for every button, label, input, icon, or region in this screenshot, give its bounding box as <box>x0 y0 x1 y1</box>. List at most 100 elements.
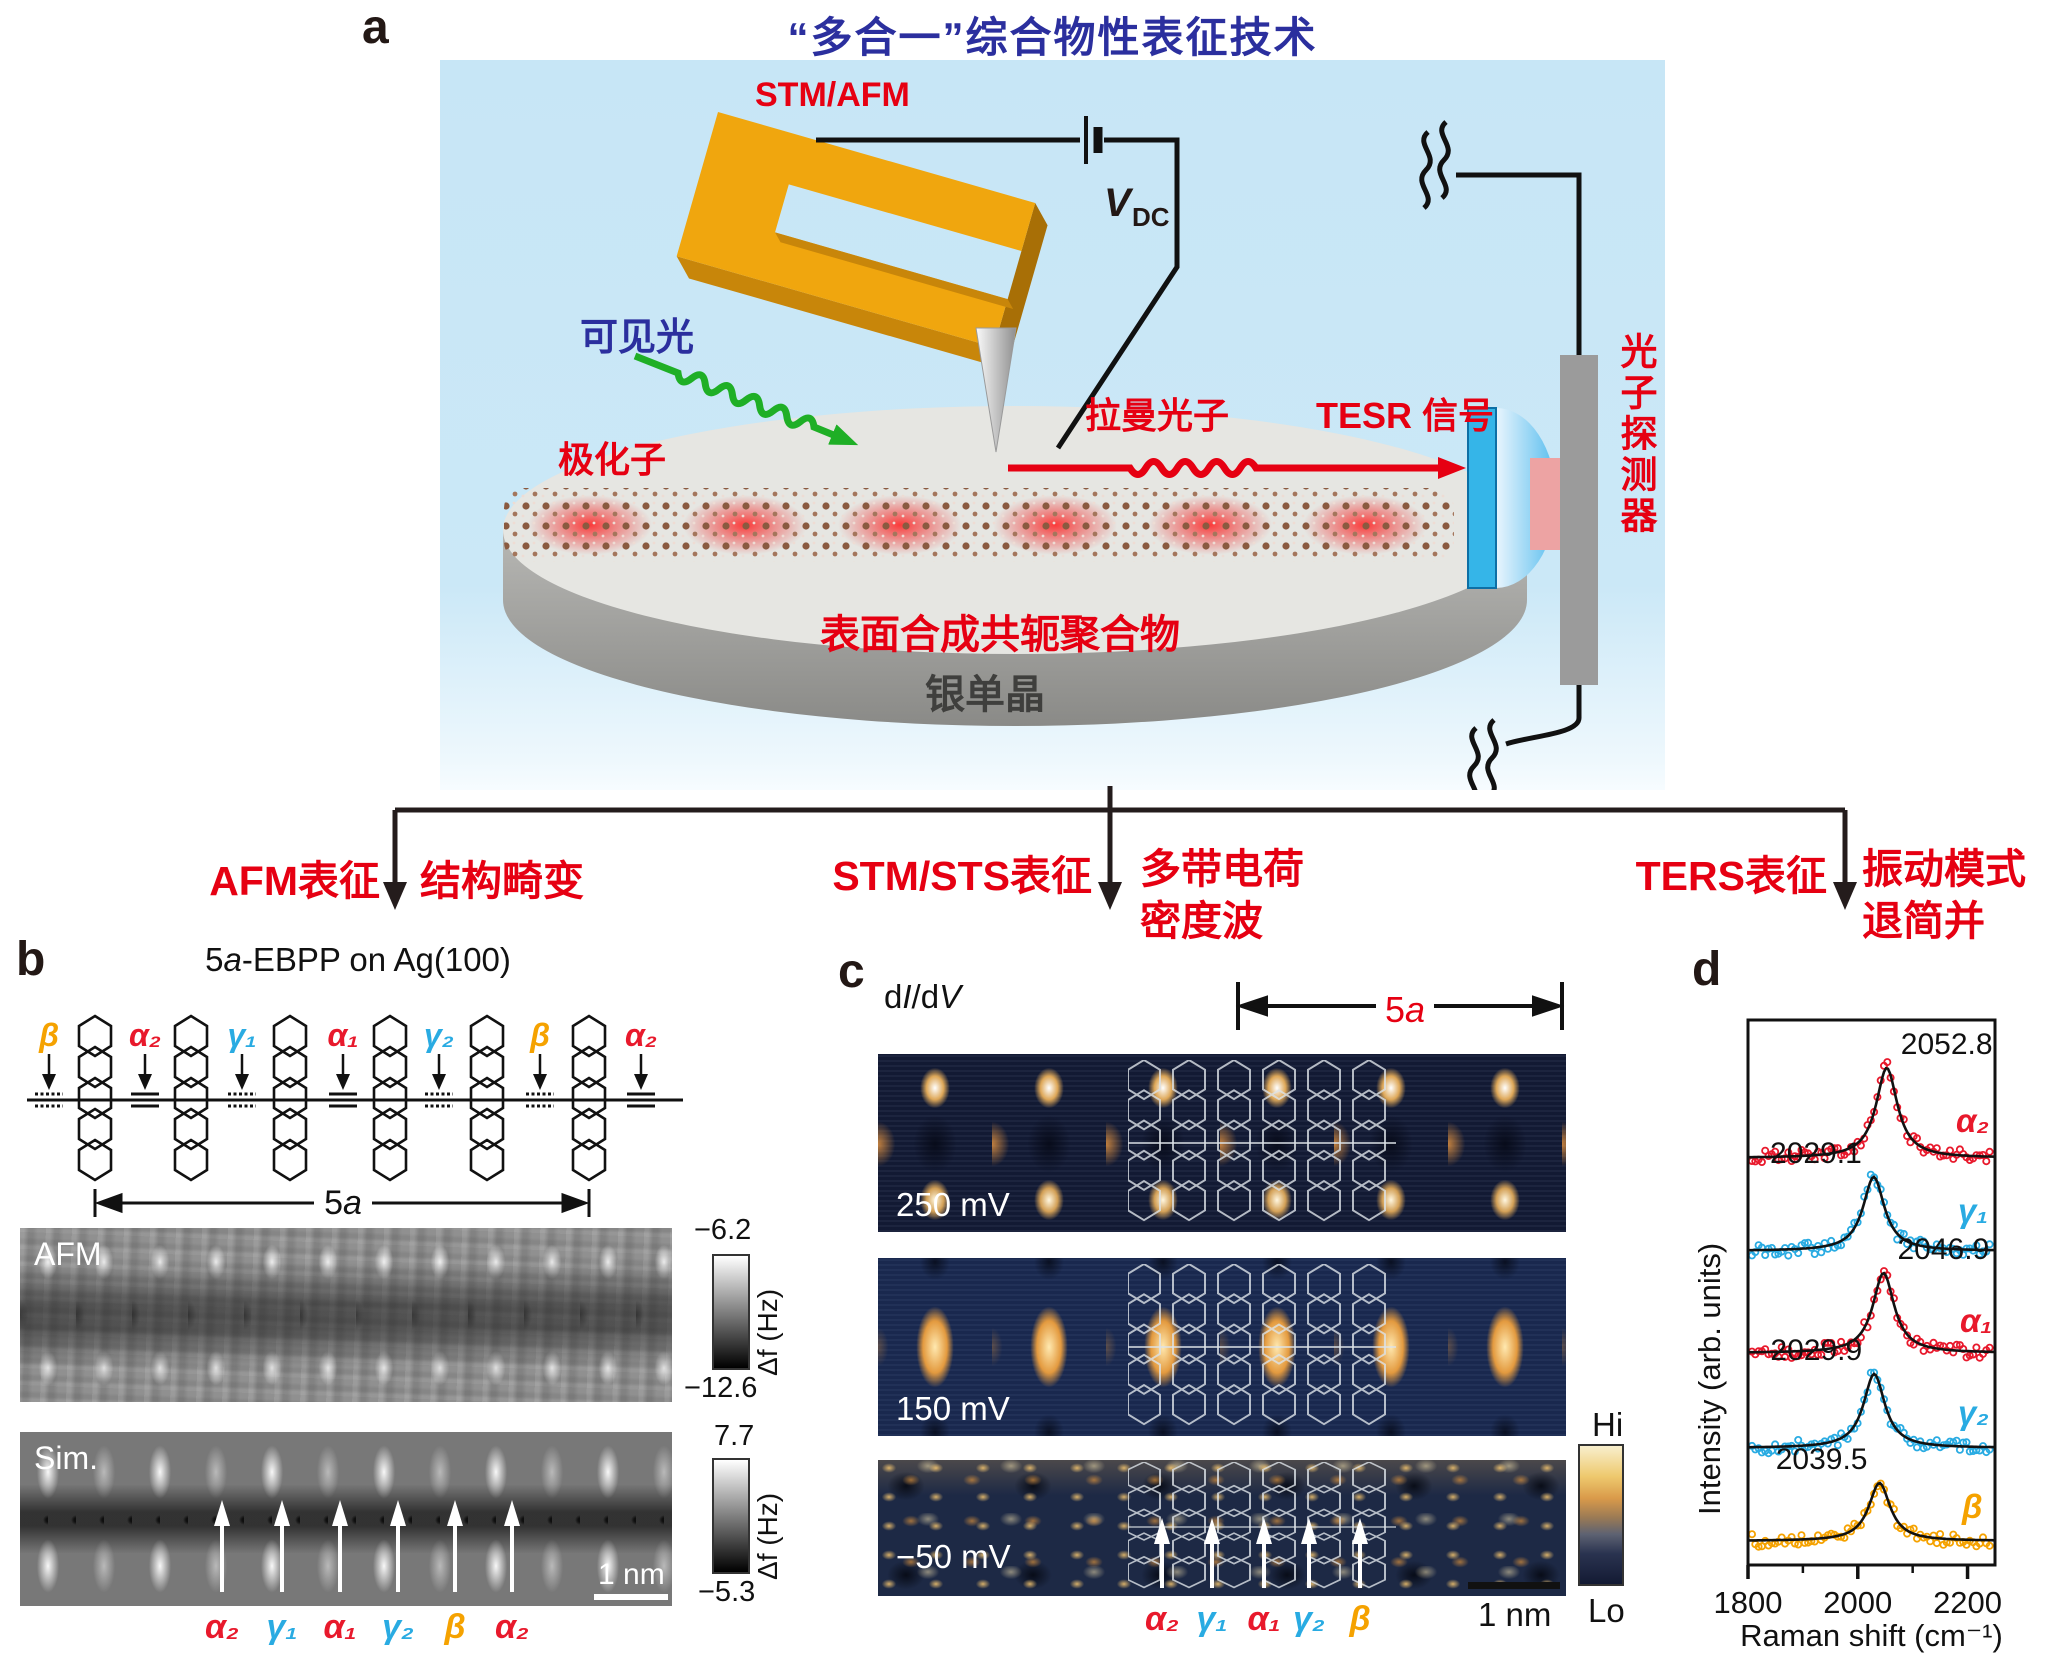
unit-cell-span <box>93 1185 591 1219</box>
sim-image-tag: Sim. <box>34 1440 98 1476</box>
sim-scale-min: −5.3 <box>698 1576 756 1608</box>
bond-pointer-head <box>235 1074 249 1090</box>
b-mode-label: α₂ <box>204 1608 240 1646</box>
raman-photon-label: 拉曼光子 <box>1085 395 1229 436</box>
stm-tip <box>975 327 1017 453</box>
series-name-label: γ₂ <box>1958 1394 1989 1431</box>
raman-series-β: 2039.5 β <box>1748 1443 1995 1551</box>
raman-series-γ₂: 2029.9 γ₂ <box>1748 1334 1994 1458</box>
c-mode-label: α₁ <box>1247 1600 1281 1638</box>
visible-light-beam <box>633 352 859 446</box>
c-scalebar <box>1468 1582 1560 1589</box>
afm-scale-min: −12.6 <box>684 1372 758 1404</box>
bias-label-150mv: 150 mV <box>896 1390 1010 1427</box>
down-arrow-icon <box>383 882 407 910</box>
panel-c-letter: c <box>838 945 865 998</box>
vdc-label: V <box>1104 181 1134 225</box>
substrate-label: 银单晶 <box>925 673 1045 717</box>
b-mode-label: α₁ <box>323 1608 357 1646</box>
b-bond-label: α₂ <box>129 1017 161 1053</box>
sim-up-arrow-head <box>504 1500 520 1526</box>
afm-image <box>20 1228 672 1402</box>
flow-ters-result-line1: 振动模式 <box>1862 846 2026 892</box>
b-mode-label: β <box>444 1608 466 1646</box>
panel-b-title: 5a-EBPP on Ag(100) <box>118 941 598 979</box>
c-up-arrow-head <box>1256 1518 1272 1544</box>
vdc-subscript: DC <box>1132 202 1170 232</box>
flow-sts-result: 多带电荷 密度波 <box>1140 843 1304 948</box>
x-tick-label: 2200 <box>1933 1585 2002 1620</box>
afm-scale-unit: Δf (Hz) <box>752 1288 783 1376</box>
bond-pointer-head <box>42 1074 56 1090</box>
flow-sts-result-line1: 多带电荷 <box>1140 846 1304 892</box>
c-mode-label: α₂ <box>1144 1600 1180 1638</box>
panel-b-title-a: a <box>223 941 242 978</box>
flow-ters-result-line2: 退简并 <box>1862 898 1985 945</box>
sim-bond-arrows <box>214 1500 520 1592</box>
panel-b-letter: b <box>16 933 46 986</box>
fit-curve <box>1748 1175 1994 1252</box>
series-name-label: α₁ <box>1960 1302 1992 1339</box>
visible-light-label: 可见光 <box>580 317 694 359</box>
c-unit-cell-span: 5a <box>1235 982 1565 1030</box>
unit-cell-span-label: 5a <box>324 1184 362 1222</box>
fit-curve <box>1748 1066 1995 1159</box>
sim-scale-max: 7.7 <box>714 1420 755 1452</box>
tesr-signal-label: TESR 信号 <box>1316 395 1494 436</box>
didv-d1: d <box>884 978 903 1015</box>
b-bond-label: α₁ <box>327 1017 358 1053</box>
sim-up-arrow-head <box>214 1500 230 1526</box>
flow-ters-technique: TERS表征 <box>1635 853 1827 899</box>
photon-detector-label: 光子探测器 <box>1615 332 1656 537</box>
bias-label-250mv: 250 mV <box>896 1186 1010 1223</box>
didv-d2: /d <box>911 978 940 1015</box>
series-name-label: β <box>1961 1488 1982 1525</box>
peak-annotation: 2046.9 <box>1898 1233 1990 1266</box>
raman-xlabel: Raman shift (cm⁻¹) <box>1740 1618 2003 1653</box>
panel-b-title-rest: -EBPP on Ag(100) <box>241 941 511 978</box>
photon-detector <box>1467 355 1598 685</box>
peak-annotation: 2029.1 <box>1770 1137 1862 1170</box>
sim-scalebar-label: 1 nm <box>598 1558 665 1591</box>
b-bond-label: β <box>529 1017 550 1053</box>
c-mode-label: γ₁ <box>1196 1600 1228 1638</box>
sim-up-arrow-head <box>447 1500 463 1526</box>
panel-d-letter: d <box>1692 943 1722 996</box>
bond-marks <box>35 1092 655 1108</box>
sim-up-arrow-head <box>332 1500 348 1526</box>
colorbar-lo-label: Lo <box>1588 1592 1625 1629</box>
peak-annotation: 2052.8 <box>1901 1028 1993 1061</box>
afm-scale-max: −6.2 <box>694 1214 752 1246</box>
panel-a-title: “多合一”综合物性表征技术 <box>787 14 1318 61</box>
b-mode-label: α₂ <box>494 1608 530 1646</box>
c-mode-label: β <box>1349 1600 1371 1638</box>
fit-curve <box>1747 1271 1994 1354</box>
bond-pointer-head <box>634 1074 648 1090</box>
stm-afm-label: STM/AFM <box>755 76 910 114</box>
bias-circuit <box>816 116 1180 450</box>
panel-b-structure: β α₂ γ₁ α₁ γ₂ β α₂ 5a <box>27 1014 683 1222</box>
flow-sts-technique: STM/STS表征 <box>832 853 1092 899</box>
afm-image-tag: AFM <box>34 1236 102 1272</box>
panel-b-title-num: 5 <box>205 941 224 978</box>
c-colorbar <box>1578 1444 1624 1586</box>
c-up-arrow-head <box>1352 1518 1368 1544</box>
flow-afm-result: 结构畸变 <box>420 858 584 904</box>
sim-scalebar <box>594 1594 668 1600</box>
raman-beam <box>1008 457 1466 479</box>
c-mode-arrows <box>1154 1518 1368 1588</box>
raman-series-α₁: 2046.9 α₁ <box>1747 1233 1994 1362</box>
b-mode-label: γ₁ <box>266 1608 298 1646</box>
b-bond-label: γ₂ <box>424 1017 454 1053</box>
down-arrow-icon <box>1833 882 1857 910</box>
c-span-label: 5a <box>1385 989 1425 1030</box>
c-up-arrow-head <box>1204 1518 1220 1544</box>
flow-ters-result: 振动模式 退简并 <box>1862 843 2026 948</box>
raman-series-α₂: 2052.8 α₂ <box>1748 1028 1995 1166</box>
x-tick-label: 2000 <box>1823 1585 1892 1620</box>
c-up-arrow-head <box>1154 1518 1170 1544</box>
didv-i: I <box>902 978 912 1015</box>
c-scalebar-label: 1 nm <box>1478 1596 1552 1633</box>
afm-colorbar <box>712 1254 750 1370</box>
